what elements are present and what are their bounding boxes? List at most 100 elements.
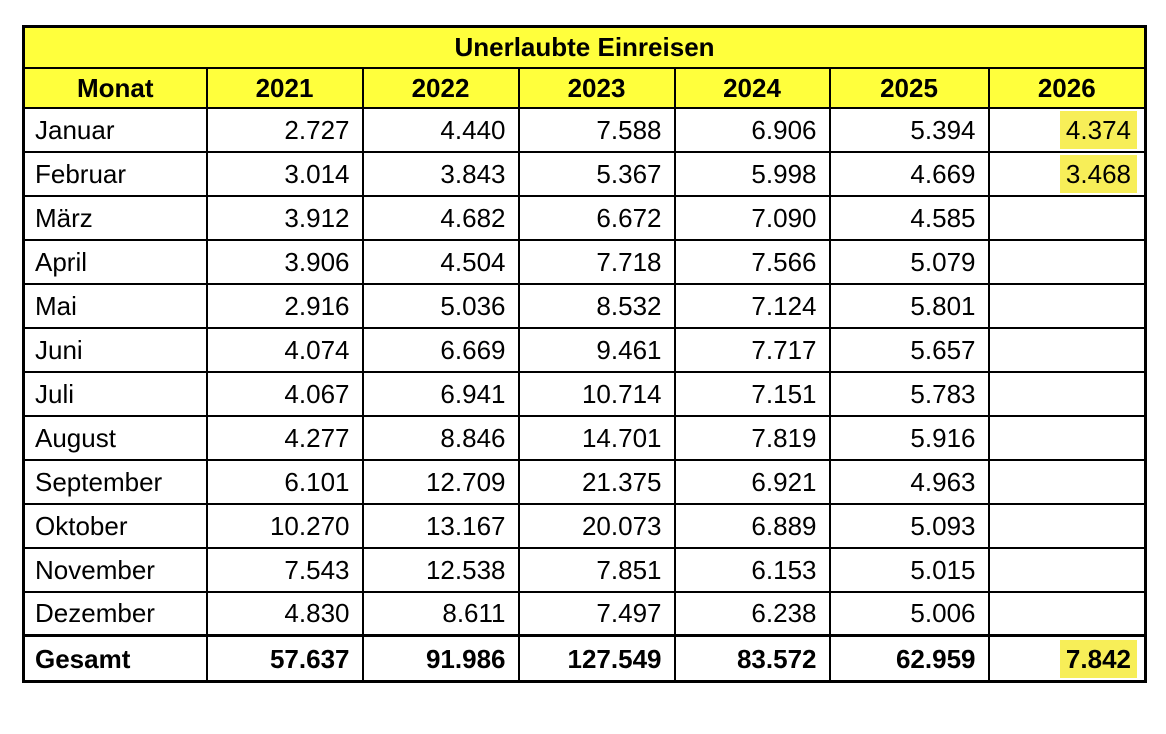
value-cell-2021: 2.916 <box>205 282 364 329</box>
month-cell: Juni <box>22 326 208 373</box>
value-cell-2023: 14.701 <box>517 414 676 461</box>
value-cell-2025: 5.657 <box>828 326 990 373</box>
value-cell-2023: 7.497 <box>517 590 676 637</box>
value-cell-2024: 6.153 <box>673 546 831 593</box>
value-cell-2023: 21.375 <box>517 458 676 505</box>
month-cell: Januar <box>22 106 208 153</box>
value-cell-2021: 3.014 <box>205 150 364 197</box>
value-cell-2023: 20.073 <box>517 502 676 549</box>
value-cell-2024: 7.090 <box>673 194 831 241</box>
table-row: Juli 4.067 6.941 10.714 7.151 5.783 <box>22 370 1147 417</box>
value-cell-2022: 4.682 <box>361 194 520 241</box>
value-cell-2021: 7.543 <box>205 546 364 593</box>
table-row: August 4.277 8.846 14.701 7.819 5.916 <box>22 414 1147 461</box>
value-cell-2022: 4.440 <box>361 106 520 153</box>
column-header-2025: 2025 <box>828 66 990 109</box>
value-cell-2022: 8.611 <box>361 590 520 637</box>
value-cell-2021: 6.101 <box>205 458 364 505</box>
value-cell-2026 <box>987 370 1147 417</box>
value-cell-2024: 6.906 <box>673 106 831 153</box>
table-title: Unerlaubte Einreisen <box>22 25 1147 69</box>
value-cell-2025: 4.585 <box>828 194 990 241</box>
table-row: April 3.906 4.504 7.718 7.566 5.079 <box>22 238 1147 285</box>
value-cell-2026 <box>987 502 1147 549</box>
value-cell-2025: 5.394 <box>828 106 990 153</box>
value-cell-2026 <box>987 458 1147 505</box>
value-cell-2023: 10.714 <box>517 370 676 417</box>
value-cell-2025: 4.669 <box>828 150 990 197</box>
month-cell: September <box>22 458 208 505</box>
value-cell-2025: 5.079 <box>828 238 990 285</box>
value-cell-2022: 3.843 <box>361 150 520 197</box>
value-cell-2024: 5.998 <box>673 150 831 197</box>
month-cell: Februar <box>22 150 208 197</box>
value-cell-2023: 7.851 <box>517 546 676 593</box>
value-cell-2023: 7.718 <box>517 238 676 285</box>
month-cell: August <box>22 414 208 461</box>
column-header-2021: 2021 <box>205 66 364 109</box>
table-row: Februar 3.014 3.843 5.367 5.998 4.669 3.468 <box>22 150 1147 197</box>
value-cell-2022: 12.538 <box>361 546 520 593</box>
value-cell-2026 <box>987 590 1147 637</box>
value-cell-2021: 4.830 <box>205 590 364 637</box>
value-cell-2026 <box>987 238 1147 285</box>
month-cell: Dezember <box>22 590 208 637</box>
value-cell-2022: 5.036 <box>361 282 520 329</box>
unerlaubte-einreisen-table-container: Unerlaubte Einreisen Monat 2021 2022 2023 20… <box>22 25 1147 683</box>
value-cell-2021: 4.277 <box>205 414 364 461</box>
value-cell-2026 <box>987 282 1147 329</box>
highlighted-value: 4.374 <box>1059 110 1137 149</box>
month-cell: Oktober <box>22 502 208 549</box>
column-header-2024: 2024 <box>673 66 831 109</box>
value-cell-2024: 7.717 <box>673 326 831 373</box>
value-cell-2025: 5.015 <box>828 546 990 593</box>
value-cell-2024: 6.889 <box>673 502 831 549</box>
column-header-2022: 2022 <box>361 66 520 109</box>
value-cell-2025: 4.963 <box>828 458 990 505</box>
value-cell-2026 <box>987 326 1147 373</box>
value-cell-2024: 6.921 <box>673 458 831 505</box>
table-header-row: Monat 2021 2022 2023 2024 2025 2026 <box>22 66 1147 109</box>
value-cell-2022: 13.167 <box>361 502 520 549</box>
month-cell: November <box>22 546 208 593</box>
value-cell-2022: 6.669 <box>361 326 520 373</box>
value-cell-2023: 7.588 <box>517 106 676 153</box>
column-header-2026: 2026 <box>987 66 1147 109</box>
value-cell-2023: 9.461 <box>517 326 676 373</box>
month-cell: Juli <box>22 370 208 417</box>
unerlaubte-einreisen-table: Unerlaubte Einreisen Monat 2021 2022 2023 20… <box>22 25 1147 683</box>
value-cell-2026 <box>987 546 1147 593</box>
value-cell-2021: 4.074 <box>205 326 364 373</box>
value-cell-2021: 2.727 <box>205 106 364 153</box>
value-cell-2026: 4.374 <box>987 106 1147 153</box>
table-row: Oktober 10.270 13.167 20.073 6.889 5.093 <box>22 502 1147 549</box>
month-cell: Mai <box>22 282 208 329</box>
value-cell-2022: 6.941 <box>361 370 520 417</box>
value-cell-2024: 83.572 <box>673 634 831 683</box>
column-header-2023: 2023 <box>517 66 676 109</box>
table-row: Januar 2.727 4.440 7.588 6.906 5.394 4.374 <box>22 106 1147 153</box>
table-title-row: Unerlaubte Einreisen <box>22 25 1147 69</box>
value-cell-2023: 5.367 <box>517 150 676 197</box>
value-cell-2025: 5.916 <box>828 414 990 461</box>
table-row: November 7.543 12.538 7.851 6.153 5.015 <box>22 546 1147 593</box>
highlighted-value: 7.842 <box>1059 639 1137 678</box>
value-cell-2024: 7.819 <box>673 414 831 461</box>
total-row: Gesamt 57.637 91.986 127.549 83.572 62.959 7.8… <box>22 634 1147 683</box>
value-cell-2021: 57.637 <box>205 634 364 683</box>
value-cell-2023: 6.672 <box>517 194 676 241</box>
month-cell: April <box>22 238 208 285</box>
value-cell-2021: 3.912 <box>205 194 364 241</box>
value-cell-2021: 4.067 <box>205 370 364 417</box>
value-cell-2025: 5.093 <box>828 502 990 549</box>
value-cell-2026: 3.468 <box>987 150 1147 197</box>
table-row: September 6.101 12.709 21.375 6.921 4.963 <box>22 458 1147 505</box>
value-cell-2026 <box>987 414 1147 461</box>
table-row: März 3.912 4.682 6.672 7.090 4.585 <box>22 194 1147 241</box>
value-cell-2022: 8.846 <box>361 414 520 461</box>
value-cell-2022: 91.986 <box>361 634 520 683</box>
column-header-monat: Monat <box>22 66 208 109</box>
value-cell-2026 <box>987 194 1147 241</box>
value-cell-2024: 7.566 <box>673 238 831 285</box>
value-cell-2021: 3.906 <box>205 238 364 285</box>
